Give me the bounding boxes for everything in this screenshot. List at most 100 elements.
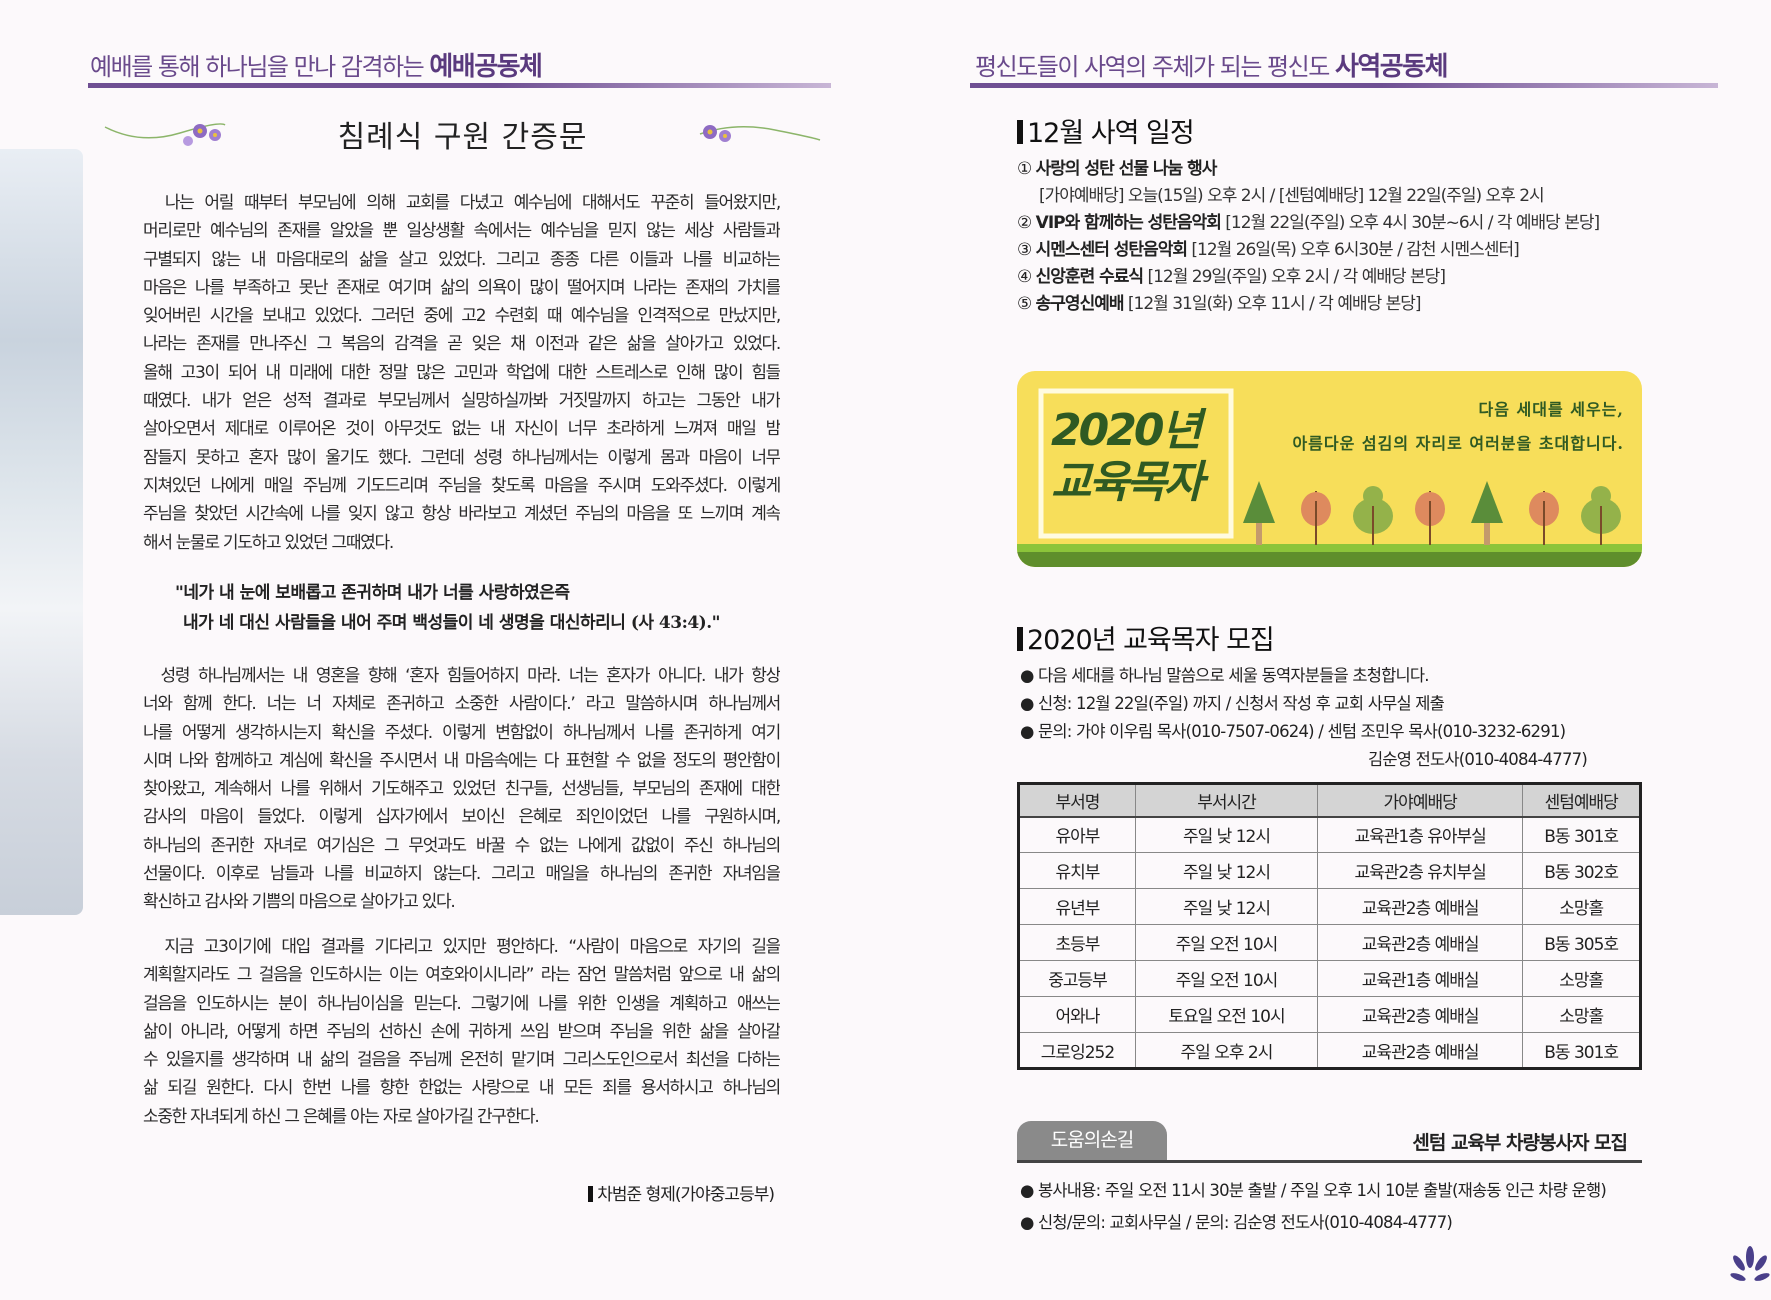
schedule-item: ④ 신앙훈련 수료식 [12월 29일(주일) 오후 2시 / 각 예배당 본당… <box>1017 264 1599 291</box>
text-line: 하나님의 존귀한 자녀로 여기심은 그 무엇과도 바꿀 수 없는 나에게 값없이… <box>143 835 780 856</box>
signature-text: 차범준 형제(가야중고등부) <box>597 1185 775 1205</box>
bullet-text: 신청: 12월 22일(주일) 까지 / 신청서 작성 후 교회 사무실 제출 <box>1038 694 1445 713</box>
text-line: 수 있을지를 생각하며 내 삶의 걸음을 주님께 온전히 맡기며 그리스도인으로… <box>143 1050 780 1071</box>
tree-illustration <box>1301 491 1331 545</box>
table-row: 초등부 주일 오전 10시 교육관2층 예배실 B동 305호 <box>1018 924 1641 961</box>
table-header-row: 부서명 부서시간 가야예배당 센텀예배당 <box>1018 783 1641 818</box>
banner-title-frame <box>1038 388 1234 539</box>
text-line: 삶 되길 원한다. 다시 한번 나를 향한 한없는 사랑으로 내 모든 죄를 용… <box>143 1078 780 1099</box>
table-cell: 소망홀 <box>1522 888 1641 925</box>
text-line: 때였다. 내가 얻은 성적 결과로 부모님께서 실망하실까봐 거짓말까지 하고는… <box>143 391 780 412</box>
column-header: 가야예배당 <box>1316 783 1524 818</box>
table-cell: 유아부 <box>1018 816 1136 853</box>
bullet-text: 다음 세대를 하나님 말씀으로 세울 동역자분들을 초청합니다. <box>1038 666 1429 685</box>
bullet-item: ● 신청: 12월 22일(주일) 까지 / 신청서 작성 후 교회 사무실 제… <box>1020 694 1445 713</box>
ground-strip <box>1017 552 1642 567</box>
scripture-quote: "네가 내 눈에 보배롭고 존귀하며 내가 너를 사랑하였은즉 내가 네 대신 … <box>175 578 721 638</box>
table-cell: 주일 오후 2시 <box>1134 1032 1318 1069</box>
banner-slogan: 다음 세대를 세우는, 아름다운 섬김의 자리로 여러분을 초대합니다. <box>1292 393 1624 461</box>
text-line: 마음은 나를 부족하고 못난 존재로 여기며 삶의 의욕이 많이 떨어지며 나라… <box>143 277 780 298</box>
text-line: 지쳐있던 나에게 매일 주님께 기도드리며 주님을 찾도록 마음을 주시며 도와… <box>143 475 780 496</box>
bullet-continuation: 김순영 전도사(010-4084-4777) <box>1368 750 1588 769</box>
bullet-item: ● 문의: 가야 이우림 목사(010-7507-0624) / 센텀 조민우 … <box>1020 722 1566 741</box>
right-section-header: 평신도들이 사역의 주체가 되는 평신도 사역공동체 <box>975 46 1449 83</box>
item-name: VIP와 함께하는 성탄음악회 <box>1035 213 1222 233</box>
item-detail: [12월 31일(화) 오후 11시 / 각 예배당 본당] <box>1127 294 1422 314</box>
item-number: ③ <box>1017 240 1032 260</box>
schedule-item: ⑤ 송구영신예배 [12월 31일(화) 오후 11시 / 각 예배당 본당] <box>1017 291 1599 318</box>
text-line: 찾아왔고, 계속해서 나를 위해서 기도해주고 있었던 친구들, 선생님들, 부… <box>143 779 780 800</box>
text-line: 지금 고3이기에 대입 결과를 기다리고 있지만 평안하다. “사람이 마음으로… <box>143 937 780 957</box>
item-number: ① <box>1017 159 1032 179</box>
help-bullets: ● 봉사내용: 주일 오전 11시 30분 출발 / 주일 오후 1시 10분 … <box>1020 1175 1607 1239</box>
item-detail: [12월 26일(목) 오후 6시30분 / 감천 시멘스센터] <box>1191 240 1519 260</box>
table-cell: 소망홀 <box>1522 996 1641 1033</box>
item-detail: [12월 22일(주일) 오후 4시 30분~6시 / 각 예배당 본당] <box>1225 213 1600 233</box>
table-row: 어와나 토요일 오전 10시 교육관2층 예배실 소망홀 <box>1018 996 1641 1033</box>
bullet-item: ● 신청/문의: 교회사무실 / 문의: 김순영 전도사(010-4084-47… <box>1020 1213 1453 1232</box>
text-line: 나를 어떻게 생각하시는지 확신을 주셨다. 이렇게 변함없이 하나님께서 나를… <box>143 722 780 743</box>
item-number: ② <box>1017 213 1032 233</box>
section-header-emphasis: 사역공동체 <box>1334 52 1449 82</box>
help-title: 센텀 교육부 차량봉사자 모집 <box>1412 1132 1628 1154</box>
table-row: 유년부 주일 낮 12시 교육관2층 예배실 소망홀 <box>1018 888 1641 925</box>
text-line: 삶이 아니라, 어떻게 하면 주님의 선하신 손에 귀하게 쓰임 받으며 주님을… <box>143 1021 780 1042</box>
author-signature: 차범준 형제(가야중고등부) <box>587 1180 775 1205</box>
table-cell: 소망홀 <box>1522 960 1641 997</box>
table-cell: 교육관2층 예배실 <box>1316 924 1524 961</box>
table-cell: B동 301호 <box>1522 816 1641 853</box>
banner-title-line: 2020년 <box>1051 405 1202 456</box>
schedule-heading: 12월 사역 일정 <box>1017 111 1195 150</box>
schedule-item: [가야예배당] 오늘(15일) 오후 2시 / [센텀예배당] 12월 22일(… <box>1017 183 1599 210</box>
flower-decoration-icon <box>699 125 821 142</box>
grass-strip <box>1017 544 1642 552</box>
table-cell: 교육관2층 예배실 <box>1316 996 1524 1033</box>
bullet-item: ● 봉사내용: 주일 오전 11시 30분 출발 / 주일 오후 1시 10분 … <box>1020 1181 1607 1200</box>
recruit-bullets: ● 다음 세대를 하나님 말씀으로 세울 동역자분들을 초청합니다. ● 신청:… <box>1020 662 1588 774</box>
recruit-heading-text: 2020년 교육목자 모집 <box>1027 625 1275 656</box>
table-cell: 어와나 <box>1018 996 1136 1033</box>
tree-illustration <box>1243 481 1275 545</box>
table-cell: 교육관2층 유치부실 <box>1316 852 1524 889</box>
column-header: 센텀예배당 <box>1522 783 1641 818</box>
department-schedule-table: 부서명 부서시간 가야예배당 센텀예배당 유아부 주일 낮 12시 교육관1층 유아부실 B… <box>1017 782 1642 1070</box>
schedule-item: ③ 시멘스센터 성탄음악회 [12월 26일(목) 오후 6시30분 / 감천 … <box>1017 237 1599 264</box>
banner-title-line: 교육목자 <box>1051 457 1204 508</box>
table-cell: 주일 오전 10시 <box>1134 924 1318 961</box>
item-name: 신앙훈련 수료식 <box>1035 267 1144 287</box>
item-detail: [12월 29일(주일) 오후 2시 / 각 예배당 본당] <box>1147 267 1445 287</box>
table-row: 그로잉252 주일 오후 2시 교육관2층 예배실 B동 301호 <box>1018 1032 1641 1069</box>
bullet-text: 봉사내용: 주일 오전 11시 30분 출발 / 주일 오후 1시 10분 출발… <box>1038 1181 1607 1200</box>
item-detail: [가야예배당] 오늘(15일) 오후 2시 / [센텀예배당] 12월 22일(… <box>1039 186 1545 206</box>
table-cell: 교육관1층 유아부실 <box>1316 816 1524 853</box>
banner-graphic <box>1017 371 1642 567</box>
section-divider <box>88 83 831 88</box>
text-line: 걸음을 인도하시는 분이 하나님이심을 믿는다. 그렇기에 나를 위한 인생을 … <box>143 993 780 1014</box>
table-cell: 교육관2층 예배실 <box>1316 888 1524 925</box>
winter-forest-image <box>0 149 83 915</box>
bullet-item: ● 다음 세대를 하나님 말씀으로 세울 동역자분들을 초청합니다. <box>1020 666 1429 685</box>
section-header-text: 평신도들이 사역의 주체가 되는 평신도 <box>975 53 1330 81</box>
bullet-text: 문의: 가야 이우림 목사(010-7507-0624) / 센텀 조민우 목사… <box>1038 722 1566 741</box>
quote-line: 내가 네 대신 사람들을 내어 주며 백성들이 네 생명을 대신하리니 (사 4… <box>183 613 721 633</box>
text-line: 확신하고 감사와 기쁨의 마음으로 살아가고 있다. <box>143 892 456 913</box>
tree-illustration <box>1353 486 1393 545</box>
tree-illustration <box>1529 491 1559 545</box>
table-cell: 토요일 오전 10시 <box>1134 996 1318 1033</box>
table-cell: 주일 오전 10시 <box>1134 960 1318 997</box>
section-divider <box>970 83 1718 88</box>
paragraph-2: 성령 하나님께서는 내 영혼을 향해 ‘혼자 힘들어하지 마라. 너는 혼자가 … <box>143 662 780 917</box>
column-header: 부서시간 <box>1134 783 1318 818</box>
text-line: 계획할지라도 그 걸음을 인도하시는 이는 여호와이시니라” 라는 잠언 말씀처… <box>143 965 780 986</box>
table-row: 유아부 주일 낮 12시 교육관1층 유아부실 B동 301호 <box>1018 816 1641 853</box>
table-cell: 교육관2층 예배실 <box>1316 1032 1524 1069</box>
text-line: 구별되지 않는 내 마음대로의 삶을 살고 있었다. 그리고 종종 다른 이들과… <box>143 249 780 270</box>
tree-illustration <box>1471 481 1503 545</box>
text-line: 나라는 존재를 만나주신 그 복음의 감격을 곧 잊은 채 이전과 같은 삶을 … <box>143 334 780 355</box>
item-name: 시멘스센터 성탄음악회 <box>1035 240 1188 260</box>
table-cell: B동 301호 <box>1522 1032 1641 1069</box>
table-cell: 유년부 <box>1018 888 1136 925</box>
text-line: 시며 나와 함께하고 계심에 확신을 주시면서 내 마음속에는 다 표현할 수 … <box>143 750 780 771</box>
paragraph-3: 지금 고3이기에 대입 결과를 기다리고 있지만 평안하다. “사람이 마음으로… <box>143 933 780 1131</box>
quote-line: "네가 내 눈에 보배롭고 존귀하며 내가 너를 사랑하였은즉 <box>175 583 570 603</box>
